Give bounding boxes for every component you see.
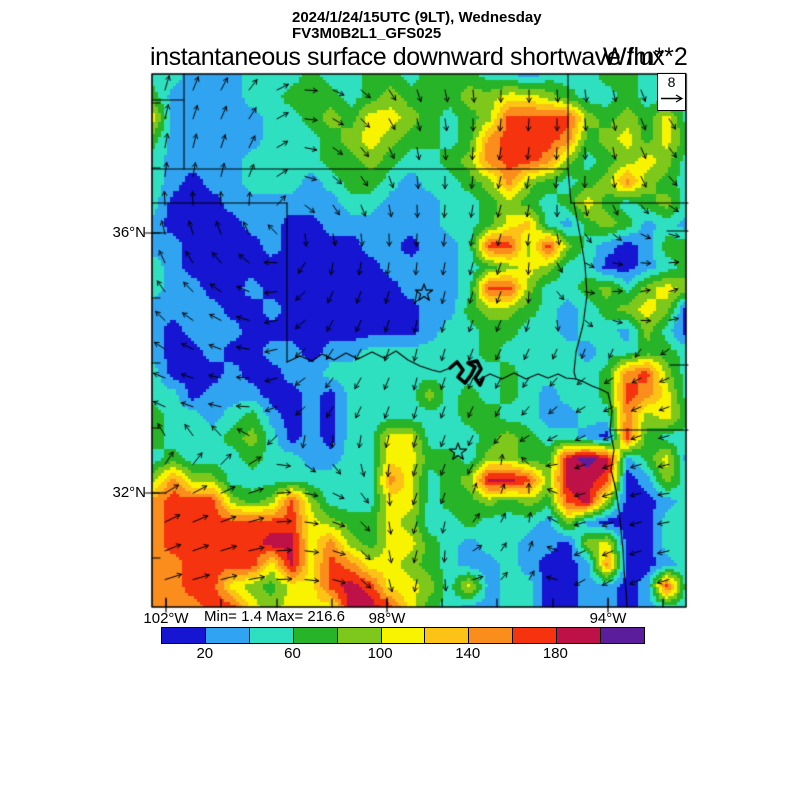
reference-vector-arrow-icon (660, 94, 683, 103)
colorbar-segment (162, 628, 205, 643)
colorbar-segment (512, 628, 557, 643)
colorbar-tick-label: 20 (196, 645, 214, 662)
lat-axis-label: 32°N (112, 484, 146, 501)
minmax-label: Min= 1.4 Max= 216.6 (204, 608, 345, 625)
reference-vector-box: 8 (657, 73, 686, 111)
colorbar-segment (292, 628, 337, 643)
colorbar-segment (248, 628, 293, 643)
colorbar-segment (380, 628, 425, 643)
lon-axis-label: 102°W (143, 610, 189, 627)
header-datetime: 2024/1/24/15UTC (9LT), Wednesday (292, 9, 542, 26)
colorbar-segment (336, 628, 381, 643)
colorbar-segment (204, 628, 249, 643)
colorbar-tick-label: 180 (542, 645, 568, 662)
lat-axis-label: 36°N (112, 224, 146, 241)
colorbar-segment (556, 628, 601, 643)
colorbar (161, 627, 645, 644)
header-model-name: FV3M0B2L1_GFS025 (292, 25, 442, 42)
lon-axis-label: 94°W (589, 610, 627, 627)
reference-vector-value: 8 (667, 74, 676, 90)
colorbar-segment (468, 628, 513, 643)
colorbar-segment (600, 628, 644, 643)
colorbar-segment (424, 628, 469, 643)
colorbar-tick-label: 140 (455, 645, 481, 662)
colorbar-tick-label: 60 (284, 645, 301, 662)
map-canvas (134, 62, 700, 619)
colorbar-tick-label: 100 (367, 645, 393, 662)
lon-axis-label: 98°W (368, 610, 406, 627)
